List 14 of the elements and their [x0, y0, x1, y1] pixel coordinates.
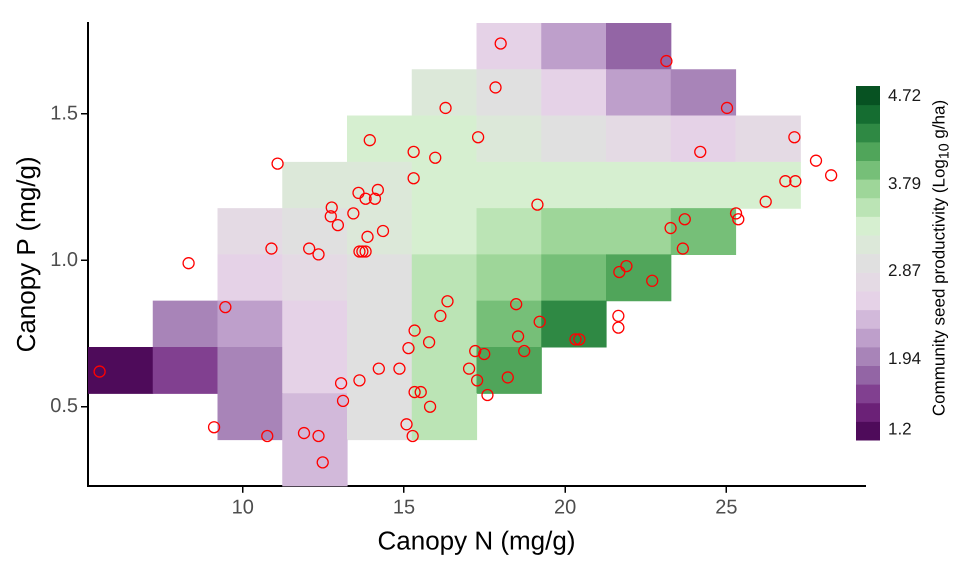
color-bar-label: 1.94 [888, 349, 922, 368]
x-axis-title: Canopy N (mg/g) [378, 526, 576, 556]
x-tick-label: 15 [392, 496, 416, 518]
color-bar-label: 4.72 [888, 86, 922, 106]
color-bar-label: 3.79 [888, 174, 922, 194]
color-bar-label: 1.2 [888, 419, 912, 438]
x-tick-label: 20 [554, 496, 576, 518]
color-bar-label: 2.87 [888, 261, 922, 280]
y-tick-label: 1.0 [50, 248, 78, 271]
x-tick-label: 25 [715, 496, 738, 518]
y-tick-label: 1.5 [50, 102, 78, 124]
y-tick-label: 0.5 [50, 395, 78, 418]
x-tick-label: 10 [232, 496, 254, 518]
y-axis-title: Canopy P (mg/g) [10, 156, 41, 352]
